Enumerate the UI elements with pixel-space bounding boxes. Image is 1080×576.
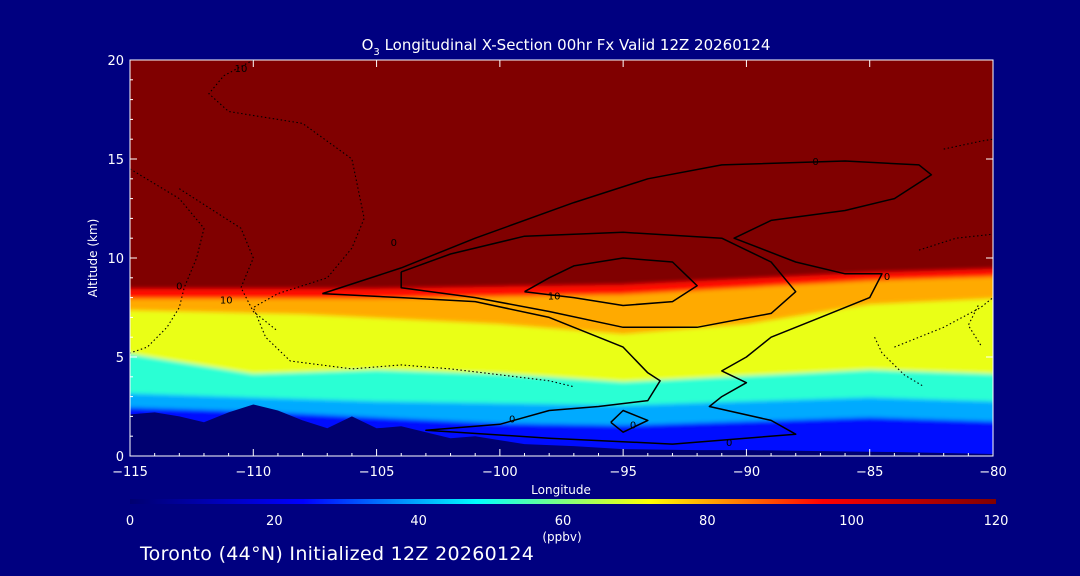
contour-label-7: 0 [726, 438, 732, 449]
contour-line-2 [524, 257, 698, 307]
colorbar-tick-label: 120 [984, 514, 1009, 529]
x-tick-label: −110 [235, 465, 271, 480]
x-tick-label: −100 [482, 465, 518, 480]
contour-label-3: 10 [220, 296, 233, 307]
colorbar-tick-label: 40 [410, 514, 427, 529]
contour-label-0: 10 [235, 64, 248, 75]
ozone-fill-layers [130, 60, 993, 456]
colorbar-tick-label: 0 [126, 514, 134, 529]
contour-line-1 [400, 231, 797, 329]
colorbar-unit: (ppbv) [542, 530, 581, 544]
colorbar: 0 20 40 60 80 100 120 (ppbv) [126, 499, 1009, 544]
y-tick-label: 20 [107, 54, 124, 69]
contour-label-1: 0 [391, 238, 397, 249]
contour-label-9: 0 [812, 157, 818, 168]
contour-line-5 [130, 168, 205, 354]
ozone-layer-0 [130, 60, 993, 295]
y-tick-label: 15 [107, 153, 124, 168]
y-tick-label: 10 [107, 252, 124, 267]
colorbar-tick-label: 20 [266, 514, 283, 529]
x-tick-label: −115 [112, 465, 148, 480]
contour-label-5: 0 [509, 414, 515, 425]
contour-line-7 [874, 336, 925, 388]
contour-line-6 [179, 188, 279, 332]
terrain-mask [130, 404, 993, 456]
x-axis-label: Longitude [531, 483, 591, 497]
colorbar-tick-label: 100 [839, 514, 864, 529]
contour-line-11 [943, 138, 993, 150]
contour-line-10 [918, 233, 993, 251]
contour-label-6: 0 [630, 420, 636, 431]
x-tick-label: −90 [733, 465, 760, 480]
y-tick-label: 0 [116, 450, 124, 465]
contour-label-2: 0 [176, 282, 182, 293]
colorbar-tick-label: 80 [699, 514, 716, 529]
contour-label-8: 0 [884, 272, 890, 283]
axes: −115 −110 −105 −100 −95 −90 −85 −80 0 5 10 15 20 [107, 54, 1006, 480]
colorbar-strip [130, 499, 996, 504]
y-tick-label: 5 [116, 351, 124, 366]
contour-label-4: 10 [548, 292, 561, 303]
contour-lines [130, 60, 993, 445]
y-axis-label: Altitude (km) [86, 219, 100, 298]
contour-labels: 10 0 0 10 10 0 0 0 0 0 [176, 64, 890, 449]
x-tick-label: −85 [856, 465, 883, 480]
colorbar-tick-label: 60 [555, 514, 572, 529]
plot-area: 10 0 0 10 10 0 0 0 0 0 [130, 60, 993, 456]
x-tick-label: −95 [609, 465, 636, 480]
x-tick-label: −105 [359, 465, 395, 480]
x-tick-label: −80 [979, 465, 1006, 480]
contour-line-3 [610, 409, 649, 433]
footer-caption: Toronto (44°N) Initialized 12Z 20260124 [140, 543, 535, 565]
chart-title: O3 Longitudinal X-Section 00hr Fx Valid … [362, 36, 771, 58]
contour-line-0 [322, 160, 933, 445]
